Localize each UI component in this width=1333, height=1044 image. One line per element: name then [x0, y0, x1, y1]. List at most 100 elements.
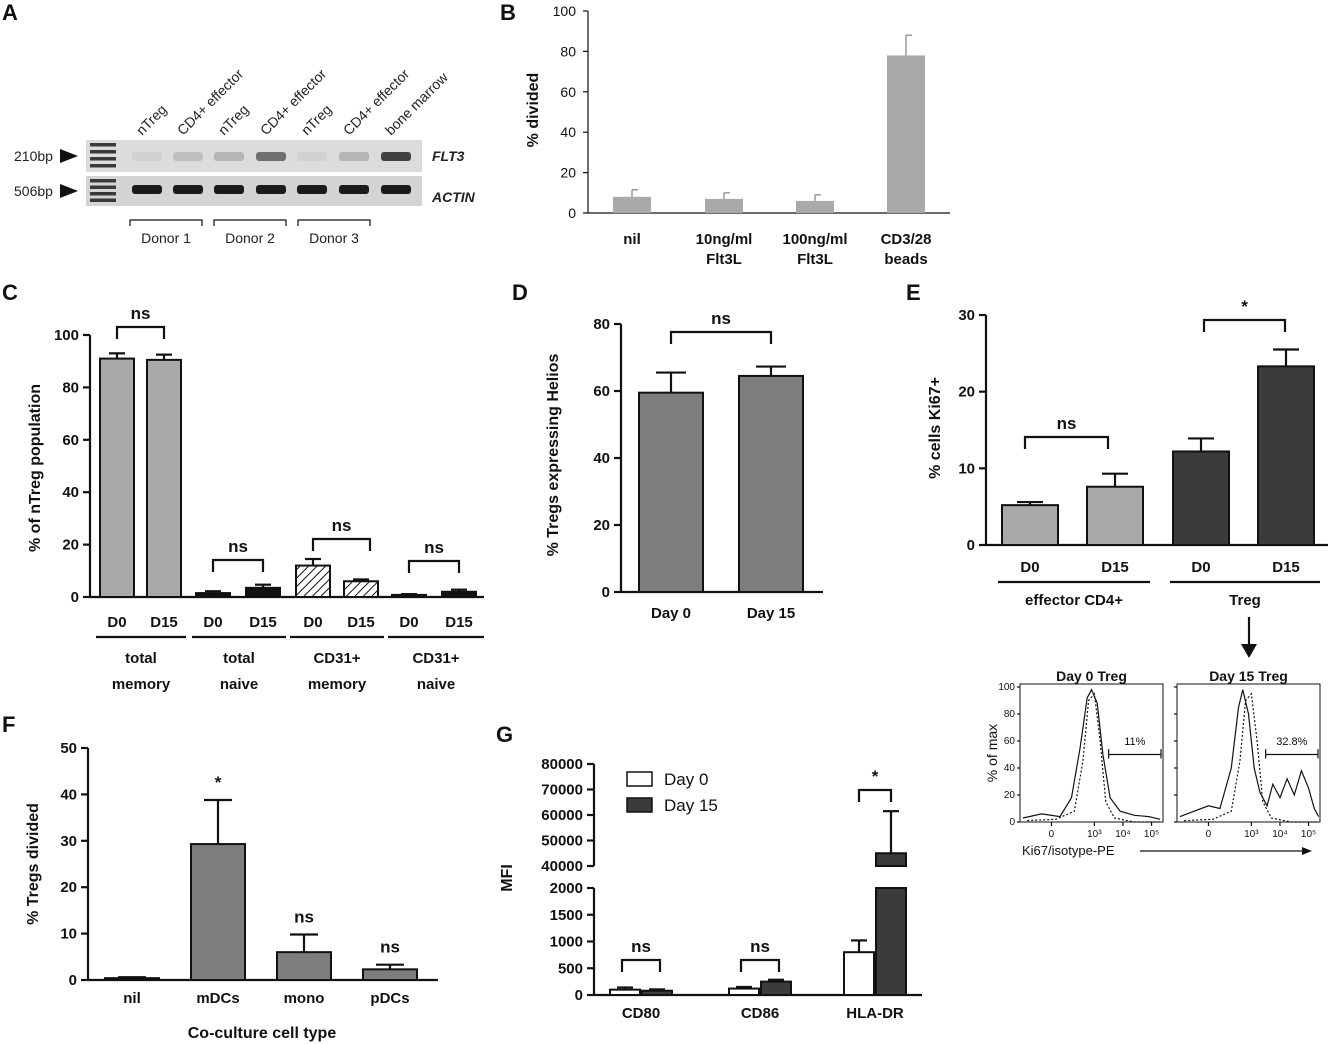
- x-tick-label: Flt3L: [797, 251, 833, 268]
- bar: [728, 987, 760, 997]
- histogram-frame: [1019, 683, 1164, 823]
- histogram-title: Day 15 Treg: [1209, 668, 1288, 684]
- y-tick-label: 0: [1009, 817, 1015, 828]
- x-tick-label: mDCs: [196, 990, 239, 1007]
- bar-upper-segment: [875, 852, 907, 867]
- y-tick-label: 80: [593, 316, 610, 333]
- y-tick-label: 0: [568, 205, 576, 221]
- y-tick-label: 10: [60, 926, 77, 943]
- y-tick-label: 100: [998, 682, 1015, 693]
- size-marker-arrow: [60, 184, 78, 198]
- significance-label: ns: [711, 309, 731, 328]
- group-label: naive: [417, 676, 455, 693]
- gate-label: 11%: [1124, 736, 1145, 748]
- y-axis-label: % divided: [525, 73, 542, 148]
- y-tick-label: 80: [62, 379, 79, 396]
- flt3-band: [214, 152, 244, 161]
- y-tick-label: 100: [553, 3, 577, 19]
- significance-label: ns: [131, 304, 151, 323]
- x-axis-arrow-head: [1302, 847, 1312, 855]
- y-tick-label: 20: [958, 384, 975, 401]
- x-tick-label: D0: [303, 614, 322, 631]
- bar: [887, 55, 925, 213]
- x-tick-label: HLA-DR: [846, 1005, 904, 1022]
- x-tick-label: nil: [623, 231, 641, 248]
- ladder-band: [90, 185, 116, 189]
- bar: [843, 951, 875, 997]
- gel-strip-flt3: [86, 140, 422, 172]
- ladder-band: [90, 198, 116, 202]
- x-tick-label: 10⁵: [1301, 829, 1316, 840]
- x-tick-label: nil: [123, 990, 141, 1007]
- size-marker-label: 210bp: [14, 148, 53, 164]
- y-tick-label: 100: [54, 327, 79, 344]
- x-tick-label: D15: [1101, 559, 1129, 576]
- panel-letter: E: [906, 280, 921, 305]
- significance-label: *: [215, 773, 222, 792]
- ladder-band: [90, 192, 116, 196]
- y-tick-label: 40: [560, 124, 576, 140]
- group-label: Treg: [1229, 592, 1261, 609]
- y-tick-label: 2000: [550, 880, 583, 897]
- bar: [391, 593, 427, 598]
- y-tick-label: 500: [558, 960, 583, 977]
- x-tick-label: 10⁴: [1272, 829, 1287, 840]
- y-axis-label: MFI: [499, 864, 516, 892]
- lane-label: nTreg: [133, 101, 170, 138]
- x-tick-label: mono: [284, 990, 325, 1007]
- y-tick-label: 20: [560, 165, 576, 181]
- x-tick-label: pDCs: [370, 990, 409, 1007]
- ki67-histogram: [1022, 688, 1161, 820]
- y-tick-label: 20: [593, 517, 610, 534]
- donor-label: Donor 2: [225, 230, 275, 246]
- y-tick-label: 50: [60, 740, 77, 757]
- significance-label: ns: [631, 937, 651, 956]
- flt3-band: [173, 152, 203, 161]
- bar: [441, 590, 477, 599]
- x-tick-label: 10ng/ml: [696, 231, 753, 248]
- y-tick-label: 10: [958, 460, 975, 477]
- significance-bracket: [1202, 318, 1287, 332]
- bar: [1172, 450, 1230, 547]
- y-tick-label: 40: [60, 786, 77, 803]
- y-tick-label: 40: [1004, 763, 1016, 774]
- donor-label: Donor 3: [309, 230, 359, 246]
- x-axis-label: Ki67/isotype-PE: [1022, 843, 1115, 858]
- bar: [295, 564, 331, 598]
- significance-bracket: [311, 537, 372, 551]
- panel-d-chart: D 0 20 40 60 80 % Tregs expressing Helios Day 0…: [512, 280, 823, 622]
- actin-band: [297, 185, 327, 194]
- panel-g-chart: G 0 500 1000 1500 2000 40000 50000 60000 70000 800…: [496, 722, 922, 1022]
- panel-letter: B: [500, 0, 516, 25]
- y-tick-label: 40: [62, 484, 79, 501]
- flt3-band: [381, 152, 411, 161]
- group-label: memory: [308, 676, 367, 693]
- group-label: effector CD4+: [1025, 592, 1123, 609]
- x-tick-label: Day 0: [651, 605, 691, 622]
- significance-label: ns: [228, 537, 248, 556]
- panel-c-chart: C 0 20 40 60 80 100 % of nTreg population D0 D15 D…: [2, 280, 484, 693]
- panel-b-chart: B 0 20 40 60 80 100 % divided nil 10ng/ml Flt3L 100…: [500, 0, 950, 268]
- panel-letter: C: [2, 280, 18, 305]
- y-tick-label: 80: [1004, 709, 1016, 720]
- bar: [195, 592, 231, 599]
- y-tick-label: 30: [958, 307, 975, 324]
- significance-bracket: [1023, 435, 1110, 449]
- ladder-band: [90, 157, 116, 161]
- group-label: naive: [220, 676, 258, 693]
- flt3-band: [339, 152, 369, 161]
- x-tick-label: D0: [203, 614, 222, 631]
- y-tick-label: 20: [60, 879, 77, 896]
- y-tick-label: 20: [62, 537, 79, 554]
- x-axis-label: Co-culture cell type: [188, 1025, 337, 1042]
- x-tick-label: D0: [1191, 559, 1210, 576]
- x-tick-label: D15: [347, 614, 375, 631]
- bar: [609, 988, 641, 997]
- panel-letter: G: [496, 722, 513, 747]
- x-tick-label: Flt3L: [706, 251, 742, 268]
- gene-label: ACTIN: [431, 189, 476, 205]
- actin-band: [173, 185, 203, 194]
- bar: [343, 580, 379, 599]
- flt3-band: [297, 152, 327, 161]
